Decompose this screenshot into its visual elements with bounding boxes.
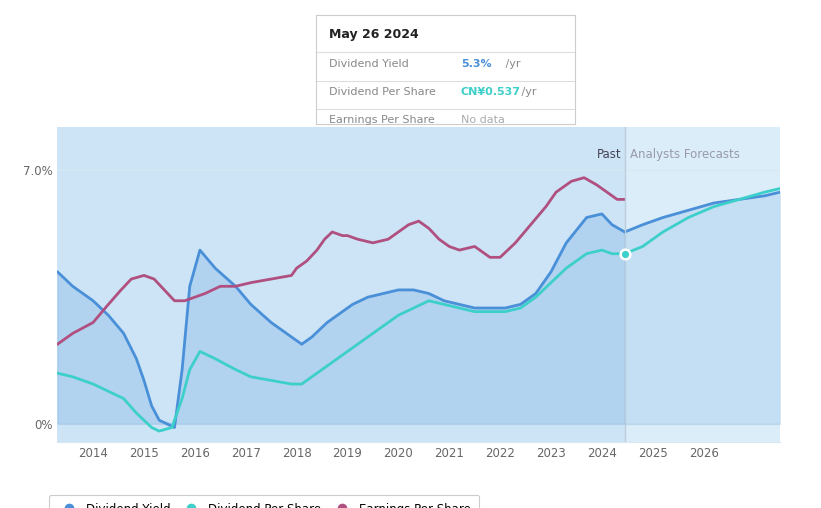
Text: Earnings Per Share: Earnings Per Share [329,115,435,124]
Text: 5.3%: 5.3% [461,59,492,69]
Text: Dividend Per Share: Dividend Per Share [329,87,436,98]
Text: Analysts Forecasts: Analysts Forecasts [630,148,740,162]
Bar [625,127,780,442]
Bar [57,127,625,442]
Text: /yr: /yr [518,87,536,98]
Text: /yr: /yr [502,59,521,69]
Text: May 26 2024: May 26 2024 [329,28,419,41]
Text: Past: Past [597,148,621,162]
Legend: Dividend Yield, Dividend Per Share, Earnings Per Share: Dividend Yield, Dividend Per Share, Earn… [49,495,479,508]
Text: Dividend Yield: Dividend Yield [329,59,409,69]
Text: CN¥0.537: CN¥0.537 [461,87,521,98]
Text: No data: No data [461,115,505,124]
